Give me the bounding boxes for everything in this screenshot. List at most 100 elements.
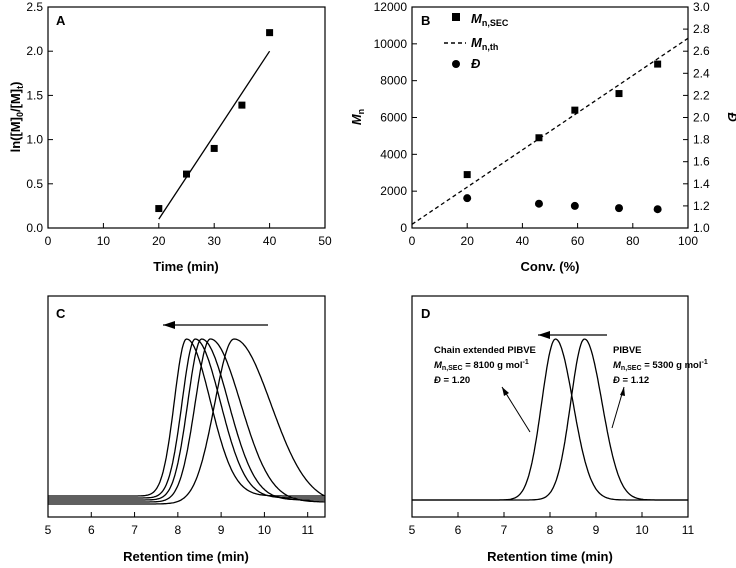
panel-b-y2tick-label: 1.2 bbox=[693, 199, 710, 213]
panel-a-xlabel: Time (min) bbox=[153, 259, 219, 274]
panel-a-ticks: 0 10 20 30 40 50 0.0 0.5 1.0 1.5 2.0 2.5 bbox=[26, 0, 332, 248]
panel-b-y2tick-label: 3.0 bbox=[693, 0, 710, 14]
panel-b-ytick-label: 2000 bbox=[380, 184, 407, 198]
panel-b-y2tick-label: 1.8 bbox=[693, 133, 710, 147]
panel-b-xtick-label: 40 bbox=[516, 234, 530, 248]
panel-b-dispersity-point bbox=[615, 204, 623, 213]
panel-d-frame bbox=[411, 295, 689, 518]
panel-a-xtick-label: 0 bbox=[45, 234, 52, 248]
panel-b-dispersity-point bbox=[534, 199, 543, 208]
panel-b-xlabel: Conv. (%) bbox=[521, 259, 580, 274]
panel-b-dispersity-point bbox=[463, 194, 472, 203]
panel-d-xtick-label: 9 bbox=[593, 523, 600, 537]
panel-b-y2tick-label: 1.0 bbox=[693, 221, 710, 235]
panel-b-y2label: Đ bbox=[725, 112, 736, 122]
panel-b-xtick-label: 60 bbox=[571, 234, 585, 248]
annotation-chain-pointer bbox=[501, 386, 531, 433]
annotation-pibve-d: Đ = 1.12 bbox=[613, 375, 649, 386]
panel-c-frame bbox=[47, 295, 326, 518]
panel-d-data bbox=[412, 338, 688, 501]
legend-dispersity: Đ bbox=[471, 56, 481, 71]
panel-b-ytick-label: 6000 bbox=[380, 111, 407, 125]
panel-b-dispersity-point bbox=[570, 201, 579, 210]
panel-b-ytick-label: 4000 bbox=[380, 147, 407, 161]
panel-c-xtick-label: 5 bbox=[45, 523, 52, 537]
panel-c-trace bbox=[48, 338, 325, 497]
panel-b-xtick-label: 80 bbox=[626, 234, 640, 248]
panel-b-y2tick-label: 2.0 bbox=[693, 111, 710, 125]
panel-c-ticks: 5 6 7 8 9 10 11 bbox=[45, 512, 314, 537]
panel-b-ytick-label: 10000 bbox=[374, 37, 408, 51]
panel-b-ticks: 0 20 40 60 80 100 0 2000 4000 6000 8000 10000 12000 1… bbox=[374, 0, 710, 248]
panel-d-ticks: 5 6 7 8 9 10 11 bbox=[409, 512, 695, 537]
panel-c-xtick-label: 8 bbox=[175, 523, 182, 537]
panel-b-data bbox=[411, 37, 689, 225]
panel-b-mn-sec-point bbox=[571, 106, 579, 114]
panel-b-mn-sec-point bbox=[463, 171, 471, 179]
panel-a-point bbox=[238, 101, 246, 109]
panel-c-xtick-label: 6 bbox=[88, 523, 95, 537]
panel-b-y2tick-label: 1.4 bbox=[693, 177, 710, 191]
panel-a-xtick-label: 10 bbox=[97, 234, 111, 248]
panel-c-trace bbox=[48, 338, 325, 499]
panel-c-arrowhead bbox=[163, 321, 175, 329]
panel-c-data bbox=[48, 338, 326, 505]
annotation-pibve: PIBVE Mn,SEC = 5300 g mol-1 Đ = 1.12 bbox=[611, 345, 708, 429]
panel-d-xlabel: Retention time (min) bbox=[487, 549, 613, 564]
panel-c-xtick-label: 7 bbox=[131, 523, 138, 537]
panel-b-ytick-label: 12000 bbox=[374, 0, 408, 14]
panel-d-xtick-label: 8 bbox=[547, 523, 554, 537]
panel-c-trace bbox=[48, 338, 326, 505]
panel-c-label: C bbox=[56, 306, 66, 321]
panel-c-trace bbox=[48, 338, 325, 501]
annotation-chain-extended: Chain extended PIBVE Mn,SEC = 8100 g mol… bbox=[434, 345, 536, 433]
annotation-chain-mn: Mn,SEC = 8100 g mol-1 bbox=[434, 359, 529, 372]
panel-b-dispersity-point bbox=[653, 205, 662, 214]
panel-b-y2tick-label: 2.2 bbox=[693, 88, 710, 102]
annotation-chain-title: Chain extended PIBVE bbox=[434, 345, 536, 356]
panel-b-frame bbox=[411, 6, 689, 229]
panel-d-label: D bbox=[421, 306, 430, 321]
panel-a: A 0 10 20 30 40 50 0.0 0.5 1.0 1.5 2.0 2.5 Time (mi… bbox=[8, 0, 332, 274]
panel-a-xtick-label: 50 bbox=[318, 234, 332, 248]
panel-a-ylabel: ln([M]0/[M]t) bbox=[8, 82, 25, 153]
panel-d-xtick-label: 5 bbox=[409, 523, 416, 537]
legend-square-marker bbox=[452, 13, 460, 21]
panel-b-label: B bbox=[421, 13, 430, 28]
annotation-pibve-mn: Mn,SEC = 5300 g mol-1 bbox=[613, 359, 708, 372]
panel-d-trace bbox=[412, 338, 688, 501]
panel-a-ytick-label: 2.0 bbox=[26, 44, 43, 58]
panel-a-ytick-label: 0.0 bbox=[26, 221, 43, 235]
panel-c-trace bbox=[48, 338, 325, 503]
panel-d-xtick-label: 11 bbox=[682, 523, 695, 537]
panel-b-mn-sec-point bbox=[615, 90, 623, 98]
panel-a-ytick-label: 2.5 bbox=[26, 0, 43, 14]
panel-b-ytick-label: 0 bbox=[400, 221, 407, 235]
panel-a-ytick-label: 1.5 bbox=[26, 88, 43, 102]
annotation-pibve-title: PIBVE bbox=[613, 345, 642, 356]
panel-b-xtick-label: 0 bbox=[409, 234, 416, 248]
panel-c-xtick-label: 11 bbox=[301, 523, 314, 537]
panel-b-mn-sec-point bbox=[535, 134, 543, 142]
panel-b-y2tick-label: 2.4 bbox=[693, 66, 710, 80]
legend-circle-marker bbox=[452, 60, 460, 68]
panel-a-label: A bbox=[56, 13, 66, 28]
panel-b-ytick-label: 8000 bbox=[380, 74, 407, 88]
panel-a-frame bbox=[47, 6, 326, 229]
panel-a-ytick-label: 0.5 bbox=[26, 177, 43, 191]
panel-b-y2tick-label: 1.6 bbox=[693, 155, 710, 169]
panel-c-xlabel: Retention time (min) bbox=[123, 549, 249, 564]
annotation-chain-d: Đ = 1.20 bbox=[434, 375, 470, 386]
panel-b: B 0 20 40 60 80 100 0 2000 4000 6000 8000 10000 1200… bbox=[349, 0, 736, 274]
panel-b-ylabel: Mn bbox=[349, 109, 366, 125]
panel-b-xtick-label: 20 bbox=[461, 234, 475, 248]
panel-a-point bbox=[266, 29, 274, 37]
panel-a-ytick-label: 1.0 bbox=[26, 133, 43, 147]
panel-b-y2tick-label: 2.6 bbox=[693, 44, 710, 58]
panel-b-mn-sec-point bbox=[654, 60, 662, 68]
panel-a-point bbox=[183, 170, 190, 178]
panel-a-xtick-label: 40 bbox=[263, 234, 277, 248]
panel-b-legend: Mn,SEC Mn,th Đ bbox=[444, 11, 509, 71]
panel-c: C 5 6 7 8 9 10 11 Retention time (min) bbox=[45, 295, 326, 564]
